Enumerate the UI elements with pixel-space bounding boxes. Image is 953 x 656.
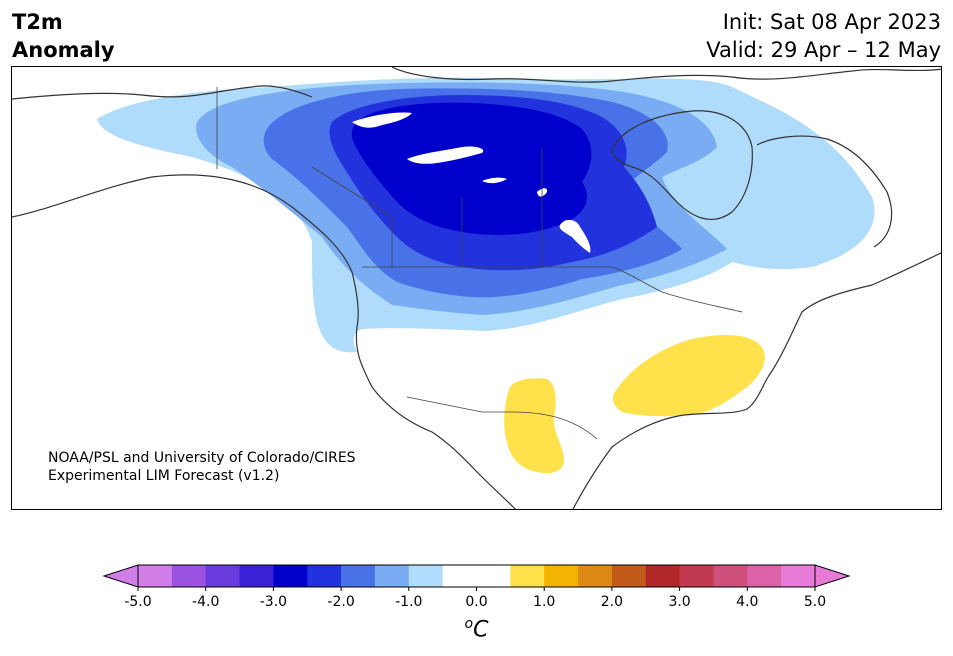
lake-athabasca [482, 177, 507, 184]
credit-text: NOAA/PSL and University of Colorado/CIRE… [48, 449, 356, 485]
coastlines [12, 67, 941, 509]
colorbar-tick-label: -5.0 [124, 594, 151, 610]
colorbar-cell [374, 565, 410, 587]
colorbar-cell [713, 565, 748, 587]
colorbar-ticks: -5.0 -4.0 -3.0 -2.0 -1.0 0.0 1.0 2.0 3.0 4.0 5.0 [124, 587, 826, 610]
credit-line-2: Experimental LIM Forecast (v1.2) [48, 468, 280, 484]
colorbar-cell [510, 565, 545, 587]
unit-main: C [473, 617, 489, 643]
coastline-hudson-bay [611, 110, 753, 221]
border-us-canada [362, 266, 743, 313]
colorbar-tick-label: 5.0 [804, 594, 826, 610]
init-date: Init: Sat 08 Apr 2023 [722, 10, 941, 34]
colorbar-cell [578, 565, 613, 587]
colorbar-cell [476, 565, 511, 587]
colorbar-cell [679, 565, 714, 587]
border-us-mexico [406, 396, 598, 440]
colorbar-cell [442, 565, 477, 587]
political-borders [216, 87, 743, 440]
coastline-atlantic [767, 252, 941, 378]
warm-anomaly-southeast [612, 335, 765, 417]
colorbar-tick-label: -3.0 [260, 594, 287, 610]
colorbar-cell [408, 565, 444, 587]
colorbar-tick-label: -1.0 [395, 594, 422, 610]
colorbar-cell [544, 565, 579, 587]
lake-winnipeg [559, 219, 591, 253]
colorbar-tick-label: 4.0 [736, 594, 758, 610]
colorbar-under-arrow [102, 564, 139, 588]
colorbar-tick-label: -2.0 [327, 594, 354, 610]
credit-line-1: NOAA/PSL and University of Colorado/CIRE… [48, 450, 356, 466]
valid-date: Valid: 29 Apr – 12 May [706, 38, 941, 62]
coastline-gulf-of-mexico [572, 376, 769, 509]
colorbar-cell [645, 565, 681, 587]
coastline-arctic-islands [391, 67, 941, 83]
forecast-dates: Init: Sat 08 Apr 2023 Valid: 29 Apr – 12… [706, 8, 941, 64]
colorbar-cell [273, 565, 308, 587]
anomaly-contour-core [351, 102, 592, 235]
anomaly-map [11, 66, 942, 510]
colorbar-cell [307, 565, 342, 587]
title-line-1: T2m [12, 10, 63, 34]
colorbar-tick-label: 3.0 [668, 594, 690, 610]
unit-superscript: o [464, 616, 474, 632]
lake-great-slave [407, 146, 484, 164]
lake-great-bear [352, 112, 412, 128]
colorbar-cell [341, 565, 376, 587]
colorbar-tick-label: -4.0 [192, 594, 219, 610]
colorbar-cell [171, 565, 207, 587]
map-canvas [12, 67, 941, 509]
coastline-labrador [756, 135, 893, 248]
coastline-pacific [12, 174, 516, 509]
map-title: T2m Anomaly [12, 8, 115, 64]
colorbar-cell [138, 565, 173, 587]
coastline-alaska [12, 85, 313, 100]
colorbar-tick-label: 2.0 [601, 594, 623, 610]
colorbar-cells [102, 564, 851, 588]
colorbar-cell [239, 565, 274, 587]
title-line-2: Anomaly [12, 38, 115, 62]
colorbar: -5.0 -4.0 -3.0 -2.0 -1.0 0.0 1.0 2.0 3.0 4.0 5.0 [102, 564, 851, 610]
colorbar-over-arrow [814, 564, 851, 588]
colorbar-cell [747, 565, 782, 587]
colorbar-cell [205, 565, 241, 587]
colorbar-cell [781, 565, 816, 587]
colorbar-unit-label: oC [0, 616, 953, 642]
warm-anomaly-southwest [504, 378, 564, 474]
colorbar-tick-label: 1.0 [533, 594, 555, 610]
colorbar-cell [611, 565, 647, 587]
border-canada-provinces [311, 147, 543, 267]
colorbar-tick-label: 0.0 [465, 594, 487, 610]
